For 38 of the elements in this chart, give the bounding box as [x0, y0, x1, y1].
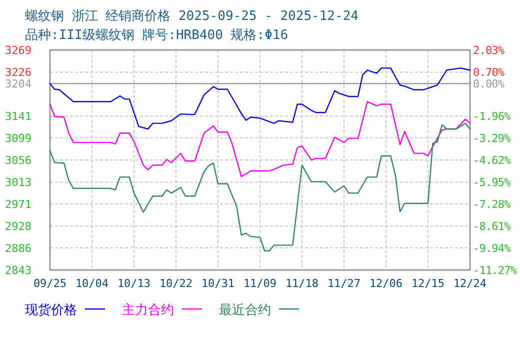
y2-tick-label: -11.27%	[473, 264, 518, 277]
y-tick-label: 2971	[5, 198, 32, 211]
y2-tick-label: 2.03%	[473, 44, 505, 57]
y-tick-label: 2886	[5, 242, 32, 255]
y2-tick-label: -1.96%	[473, 110, 512, 123]
x-tick-label: 10/04	[75, 277, 109, 290]
y-tick-label: 3056	[5, 154, 32, 167]
legend-label: 现货价格	[25, 303, 77, 318]
y2-tick-label: -4.62%	[473, 154, 512, 167]
legend-label: 最近合约	[219, 303, 271, 318]
x-tick-label: 10/31	[201, 277, 235, 290]
x-tick-label: 11/18	[285, 277, 319, 290]
y2-tick-label: -5.95%	[473, 176, 512, 189]
y-tick-label: 3013	[5, 176, 32, 190]
y-tick-label: 2843	[5, 264, 32, 277]
x-tick-label: 12/06	[369, 277, 403, 290]
x-tick-label: 09/25	[33, 277, 67, 290]
y2-tick-label: -8.61%	[473, 220, 512, 233]
chart-subtitle: 品种:III级螺纹钢 牌号:HRB400 规格:Φ16	[25, 28, 288, 43]
y2-tick-label: -9.94%	[473, 242, 512, 255]
y-tick-label: 2928	[5, 220, 32, 234]
y2-tick-label: 0.00%	[473, 78, 505, 91]
x-tick-label: 10/22	[159, 277, 193, 290]
y-tick-label: 3204	[5, 78, 32, 91]
y-tick-label: 3226	[5, 66, 32, 80]
x-tick-label: 11/27	[327, 277, 361, 290]
y-tick-label: 3269	[5, 44, 32, 57]
y2-tick-label: -3.29%	[473, 132, 512, 145]
y-tick-label: 3141	[5, 110, 32, 124]
x-tick-label: 12/24	[453, 277, 487, 290]
y2-tick-label: 0.70%	[473, 66, 505, 79]
chart-title: 螺纹钢 浙江 经销商价格 2025-09-25 - 2025-12-24	[25, 9, 359, 24]
x-tick-label: 12/15	[411, 277, 445, 290]
y-tick-label: 3099	[5, 132, 32, 145]
x-tick-label: 11/09	[243, 277, 277, 290]
legend-label: 主力合约	[122, 302, 174, 318]
x-tick-label: 10/13	[117, 277, 151, 290]
y2-tick-label: -7.28%	[473, 198, 512, 211]
